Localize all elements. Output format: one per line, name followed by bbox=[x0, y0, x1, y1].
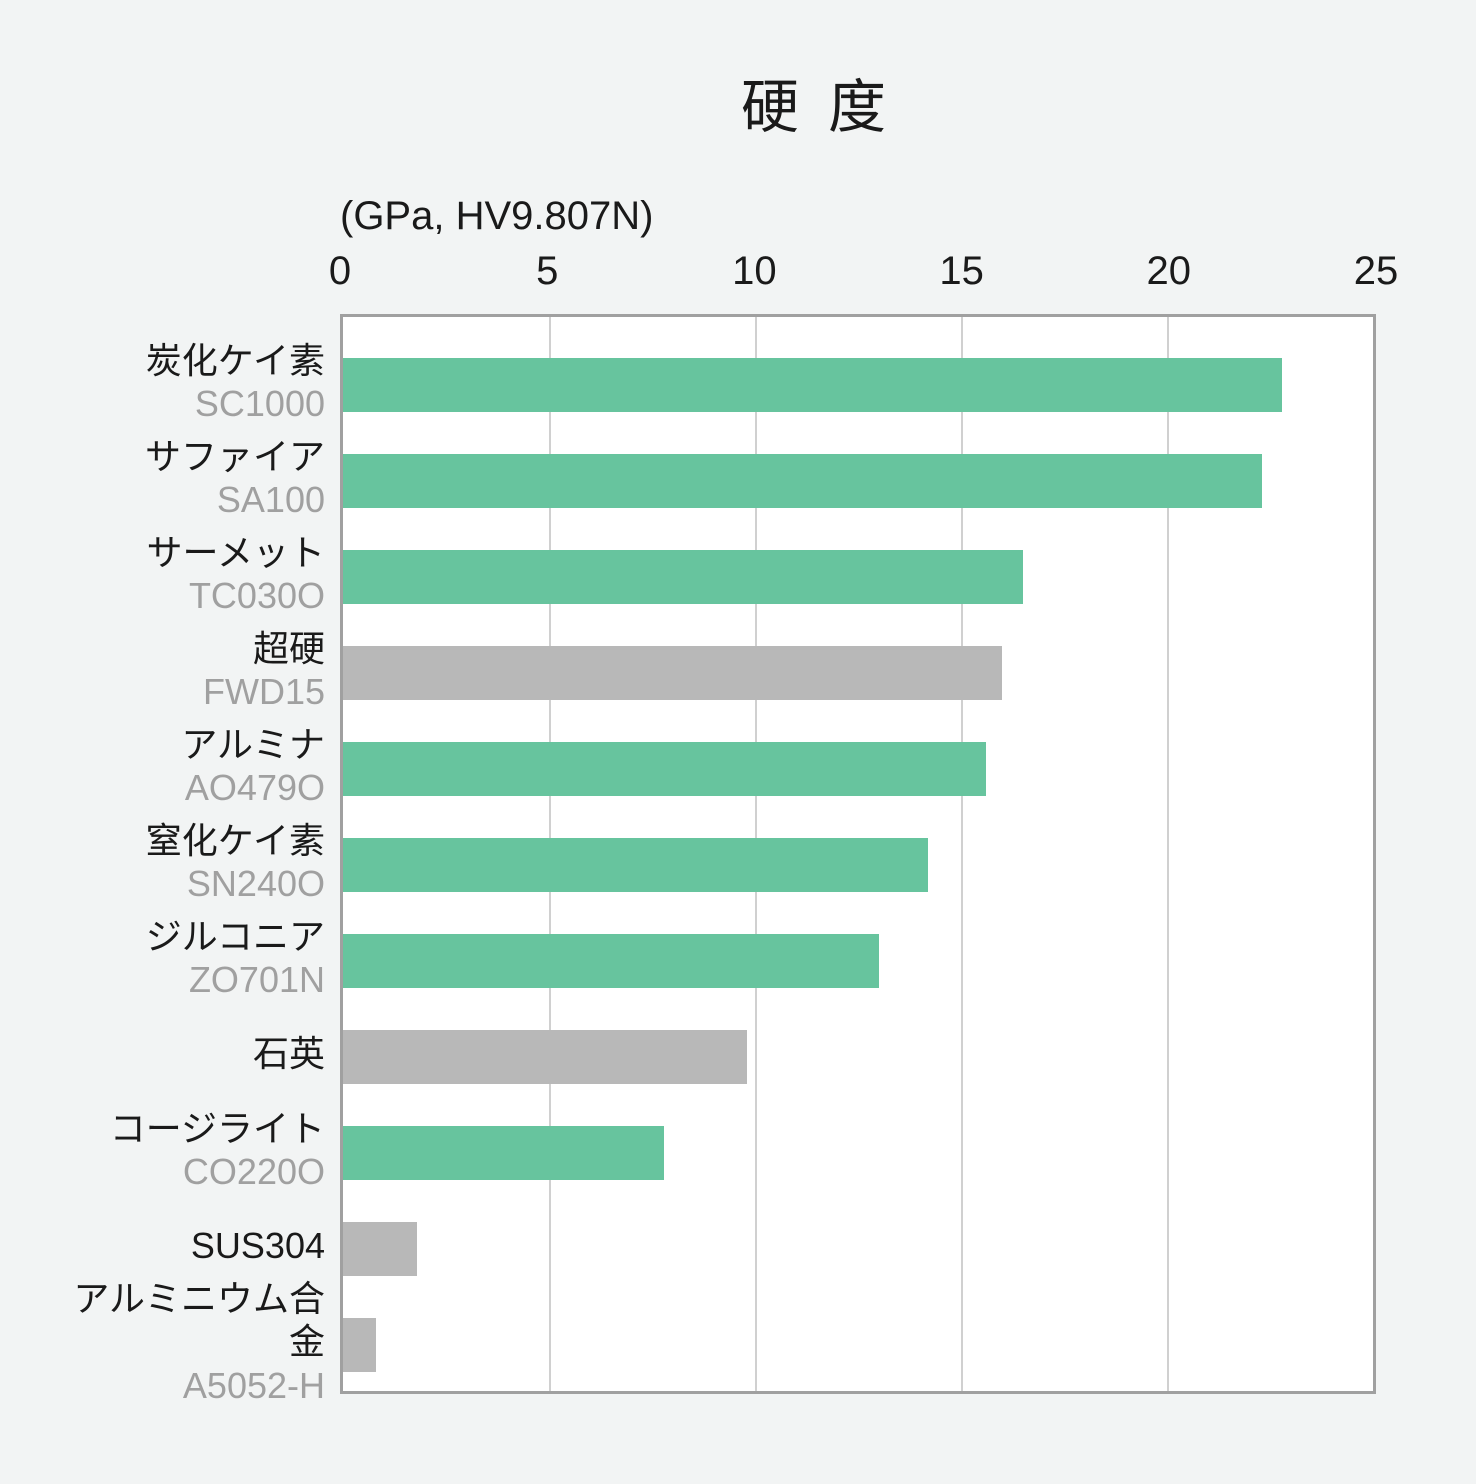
bar-row bbox=[343, 1297, 1373, 1393]
y-label-primary: サファイア bbox=[145, 435, 325, 478]
bar-row bbox=[343, 1009, 1373, 1105]
y-label-primary: 石英 bbox=[253, 1032, 325, 1075]
bar bbox=[343, 934, 879, 988]
plot-area bbox=[340, 314, 1376, 1394]
bar bbox=[343, 838, 928, 892]
y-label-primary: SUS304 bbox=[191, 1224, 325, 1267]
x-tick: 5 bbox=[536, 249, 558, 294]
bar-row bbox=[343, 1201, 1373, 1297]
bar-row bbox=[343, 625, 1373, 721]
bar-row bbox=[343, 1105, 1373, 1201]
y-label-row: ジルコニアZO701N bbox=[146, 910, 325, 1006]
chart-area: 0510152025 bbox=[340, 249, 1376, 1394]
bar-row bbox=[343, 337, 1373, 433]
bar bbox=[343, 358, 1282, 412]
y-label-primary: 超硬 bbox=[203, 627, 325, 670]
bar-row bbox=[343, 529, 1373, 625]
y-labels: 炭化ケイ素SC1000サファイアSA100サーメットTC030O超硬FWD15ア… bbox=[40, 314, 335, 1394]
y-label-row: 炭化ケイ素SC1000 bbox=[146, 334, 325, 430]
y-label-primary: サーメット bbox=[146, 531, 325, 574]
y-label-row: サーメットTC030O bbox=[146, 526, 325, 622]
bar bbox=[343, 742, 986, 796]
y-label-row: 超硬FWD15 bbox=[203, 622, 325, 718]
y-label-row: サファイアSA100 bbox=[145, 430, 325, 526]
y-label-row: 窒化ケイ素SN240O bbox=[146, 814, 325, 910]
x-tick: 25 bbox=[1354, 249, 1399, 294]
bars-container bbox=[343, 317, 1373, 1391]
bar-row bbox=[343, 817, 1373, 913]
y-label-primary: コージライト bbox=[110, 1107, 325, 1150]
x-tick: 10 bbox=[732, 249, 777, 294]
bar bbox=[343, 454, 1262, 508]
x-tick: 0 bbox=[329, 249, 351, 294]
y-label-secondary: ZO701N bbox=[146, 958, 325, 1001]
chart-title: 硬度 bbox=[240, 60, 1416, 144]
bar-row bbox=[343, 433, 1373, 529]
bar bbox=[343, 646, 1002, 700]
bar-row bbox=[343, 913, 1373, 1009]
y-label-secondary: CO220O bbox=[110, 1150, 325, 1193]
bar-row bbox=[343, 721, 1373, 817]
chart-wrapper: (GPa, HV9.807N) 0510152025 炭化ケイ素SC1000サフ… bbox=[40, 194, 1416, 1394]
chart-subtitle: (GPa, HV9.807N) bbox=[340, 194, 1416, 239]
y-label-row: アルミナAO479O bbox=[181, 718, 325, 814]
y-label-row: コージライトCO220O bbox=[110, 1102, 325, 1198]
bar bbox=[343, 1126, 664, 1180]
y-label-row: アルミニウム合金A5052-H bbox=[40, 1294, 325, 1390]
y-label-secondary: TC030O bbox=[146, 574, 325, 617]
bar bbox=[343, 550, 1023, 604]
y-label-secondary: SA100 bbox=[145, 478, 325, 521]
x-tick: 15 bbox=[939, 249, 984, 294]
x-axis: 0510152025 bbox=[340, 249, 1376, 309]
y-label-row: 石英 bbox=[253, 1006, 325, 1102]
y-label-primary: アルミニウム合金 bbox=[40, 1277, 325, 1363]
y-label-primary: 窒化ケイ素 bbox=[146, 819, 325, 862]
y-label-secondary: AO479O bbox=[181, 766, 325, 809]
y-label-primary: 炭化ケイ素 bbox=[146, 339, 325, 382]
bar bbox=[343, 1318, 376, 1372]
y-label-secondary: A5052-H bbox=[40, 1364, 325, 1407]
x-tick: 20 bbox=[1147, 249, 1192, 294]
bar bbox=[343, 1030, 747, 1084]
bar bbox=[343, 1222, 417, 1276]
y-label-secondary: FWD15 bbox=[203, 670, 325, 713]
y-label-secondary: SN240O bbox=[146, 862, 325, 905]
y-label-primary: アルミナ bbox=[181, 723, 325, 766]
y-label-primary: ジルコニア bbox=[146, 915, 325, 958]
y-label-secondary: SC1000 bbox=[146, 382, 325, 425]
